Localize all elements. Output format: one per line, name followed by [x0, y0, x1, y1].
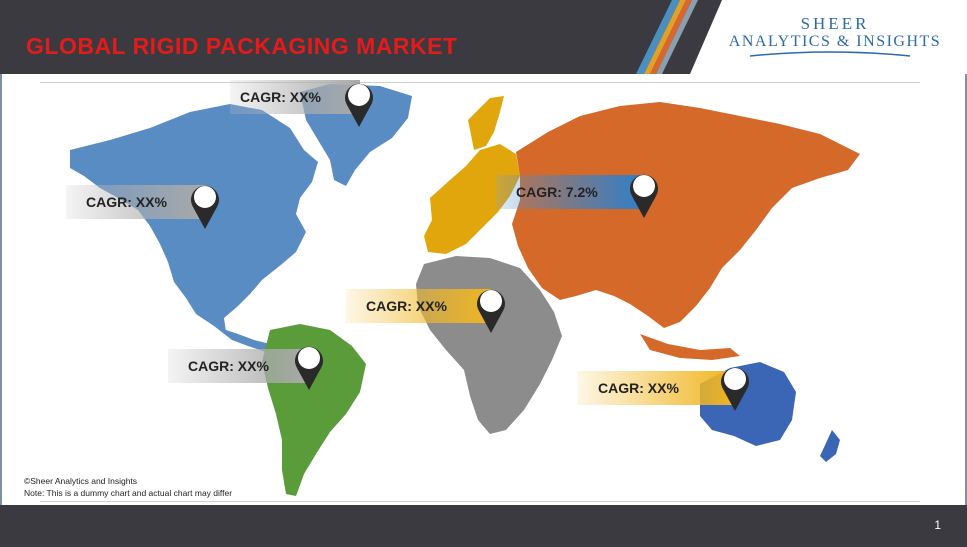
cagr-label-oceania: CAGR: XX% — [578, 371, 733, 405]
new-zealand-shape — [820, 430, 840, 462]
bottom-rule — [40, 501, 920, 502]
central-america-shape — [214, 326, 276, 352]
map-pin-icon — [477, 289, 505, 333]
top-rule — [40, 82, 920, 83]
decorative-stripes — [636, 0, 698, 74]
scandinavia-shape — [468, 96, 504, 150]
map-pin-icon — [630, 174, 658, 218]
cagr-label-south-america: CAGR: XX% — [168, 349, 308, 383]
cagr-label-africa: CAGR: XX% — [346, 289, 491, 323]
cagr-label-north-america: CAGR: XX% — [66, 185, 206, 219]
logo-text-sheer: SHEER — [800, 14, 870, 33]
logo-swoosh — [750, 51, 910, 57]
map-pin-icon — [345, 83, 373, 127]
copyright-note: ©Sheer Analytics and Insights — [24, 476, 138, 486]
cagr-text-north-america: CAGR: XX% — [86, 194, 167, 210]
cagr-label-asia: CAGR: 7.2% — [496, 175, 644, 209]
page-number: 1 — [934, 518, 941, 532]
cagr-text-greenland: CAGR: XX% — [240, 89, 321, 105]
logo-text-analytics: ANALYTICS & INSIGHTS — [728, 33, 942, 50]
header-bar: GLOBAL RIGID PACKAGING MARKET SHEER ANAL… — [0, 0, 967, 74]
cagr-text-asia: CAGR: 7.2% — [516, 184, 598, 200]
asia-shape — [512, 102, 860, 328]
europe-shape — [424, 144, 520, 254]
cagr-label-greenland: CAGR: XX% — [230, 80, 360, 114]
cagr-text-africa: CAGR: XX% — [366, 298, 447, 314]
cagr-text-south-america: CAGR: XX% — [188, 358, 269, 374]
southeast-asia-islands-shape — [640, 334, 740, 360]
footer-bar: 1 — [0, 505, 967, 547]
cagr-text-oceania: CAGR: XX% — [598, 380, 679, 396]
page-title: GLOBAL RIGID PACKAGING MARKET — [26, 33, 458, 59]
disclaimer-note: Note: This is a dummy chart and actual c… — [24, 488, 233, 498]
map-pin-icon — [721, 367, 749, 411]
logo-panel: SHEER ANALYTICS & INSIGHTS — [690, 0, 967, 74]
map-pin-icon — [295, 346, 323, 390]
map-pin-icon — [191, 185, 219, 229]
